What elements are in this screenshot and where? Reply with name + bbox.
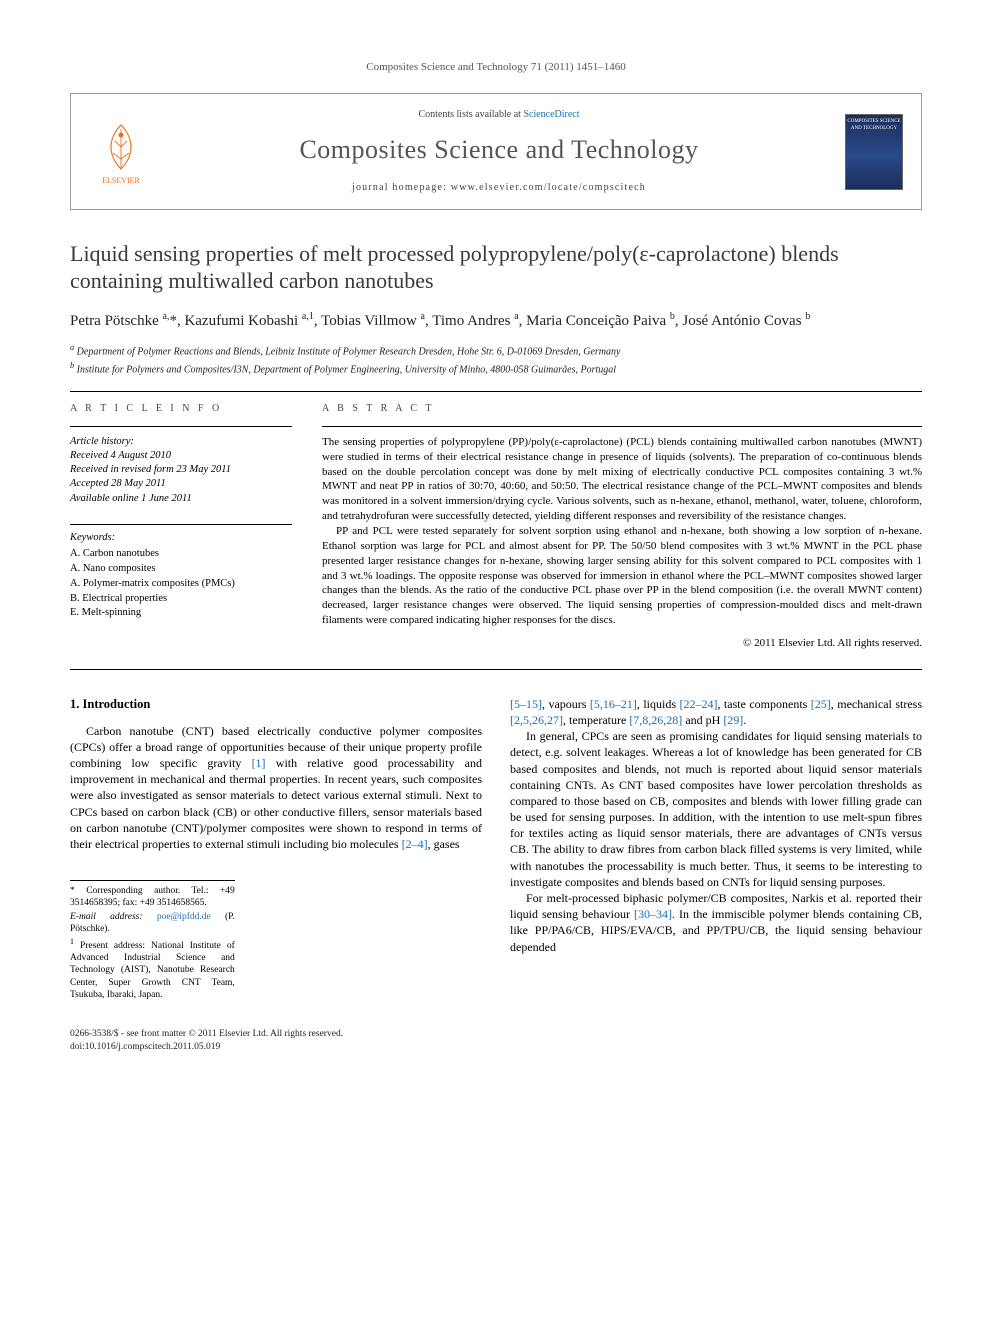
- divider: [70, 391, 922, 392]
- body-column-right: [5–15], vapours [5,16–21], liquids [22–2…: [510, 696, 922, 1003]
- author-list: Petra Pötschke a,*, Kazufumi Kobashi a,1…: [70, 309, 922, 333]
- footer-front-matter: 0266-3538/$ - see front matter © 2011 El…: [70, 1028, 922, 1040]
- affiliation-a: a Department of Polymer Reactions and Bl…: [70, 342, 922, 359]
- keywords-head: Keywords:: [70, 531, 292, 546]
- abstract-copyright: © 2011 Elsevier Ltd. All rights reserved…: [322, 636, 922, 651]
- citation-link[interactable]: [7,8,26,28]: [629, 713, 682, 727]
- contents-lists-line: Contents lists available at ScienceDirec…: [171, 108, 827, 122]
- sciencedirect-link[interactable]: ScienceDirect: [523, 109, 579, 120]
- article-title: Liquid sensing properties of melt proces…: [70, 240, 922, 295]
- body-column-left: 1. Introduction Carbon nanotube (CNT) ba…: [70, 696, 482, 1003]
- history-accepted: Accepted 28 May 2011: [70, 477, 292, 491]
- history-online: Available online 1 June 2011: [70, 492, 292, 506]
- keywords-block: Keywords: A. Carbon nanotubes A. Nano co…: [70, 531, 292, 621]
- elsevier-logo: ELSEVIER: [89, 117, 153, 187]
- article-history: Article history: Received 4 August 2010 …: [70, 435, 292, 506]
- journal-header: ELSEVIER Contents lists available at Sci…: [70, 93, 922, 209]
- abstract-p2: PP and PCL were tested separately for so…: [322, 524, 922, 628]
- journal-homepage-line: journal homepage: www.elsevier.com/locat…: [171, 181, 827, 195]
- article-info-label: A R T I C L E I N F O: [70, 402, 292, 416]
- footnote-corresponding: * Corresponding author. Tel.: +49 351465…: [70, 885, 235, 910]
- abstract-text: The sensing properties of polypropylene …: [322, 435, 922, 651]
- citation-link[interactable]: [1]: [252, 756, 266, 770]
- article-info-row: A R T I C L E I N F O Article history: R…: [70, 402, 922, 651]
- keyword-item: A. Polymer-matrix composites (PMCs): [70, 577, 292, 592]
- history-received: Received 4 August 2010: [70, 449, 292, 463]
- keyword-item: A. Nano composites: [70, 562, 292, 577]
- citation-link[interactable]: [25]: [811, 697, 831, 711]
- contents-label: Contents lists available at: [418, 109, 523, 120]
- citation-link[interactable]: [2,5,26,27]: [510, 713, 563, 727]
- journal-title: Composites Science and Technology: [171, 132, 827, 168]
- citation-link[interactable]: [5–15]: [510, 697, 542, 711]
- keyword-item: B. Electrical properties: [70, 592, 292, 607]
- body-paragraph: Carbon nanotube (CNT) based electrically…: [70, 723, 482, 853]
- keyword-item: E. Melt-spinning: [70, 606, 292, 621]
- running-head: Composites Science and Technology 71 (20…: [70, 60, 922, 75]
- journal-cover-thumbnail: COMPOSITES SCIENCE AND TECHNOLOGY: [845, 114, 903, 190]
- history-revised: Received in revised form 23 May 2011: [70, 463, 292, 477]
- body-paragraph: For melt-processed biphasic polymer/CB c…: [510, 890, 922, 955]
- footnote-present-address: 1 Present address: National Institute of…: [70, 937, 235, 1002]
- footer-doi: doi:10.1016/j.compscitech.2011.05.019: [70, 1041, 922, 1053]
- citation-link[interactable]: [30–34]: [634, 907, 672, 921]
- footnote-email: E-mail address: poe@ipfdd.de (P. Pötschk…: [70, 911, 235, 936]
- body-paragraph: In general, CPCs are seen as promising c…: [510, 728, 922, 890]
- body-two-column: 1. Introduction Carbon nanotube (CNT) ba…: [70, 696, 922, 1003]
- citation-link[interactable]: [29]: [723, 713, 743, 727]
- history-head: Article history:: [70, 435, 292, 449]
- cover-text: COMPOSITES SCIENCE AND TECHNOLOGY: [846, 118, 902, 132]
- footnotes: * Corresponding author. Tel.: +49 351465…: [70, 880, 235, 1001]
- elsevier-label: ELSEVIER: [102, 175, 140, 186]
- affiliations: a Department of Polymer Reactions and Bl…: [70, 342, 922, 377]
- citation-link[interactable]: [2–4]: [402, 837, 428, 851]
- section-heading-intro: 1. Introduction: [70, 696, 482, 713]
- divider: [70, 669, 922, 670]
- citation-link[interactable]: [22–24]: [679, 697, 717, 711]
- elsevier-tree-icon: [97, 121, 145, 173]
- abstract-p1: The sensing properties of polypropylene …: [322, 435, 922, 524]
- abstract-label: A B S T R A C T: [322, 402, 922, 416]
- affiliation-b: b Institute for Polymers and Composites/…: [70, 360, 922, 377]
- body-paragraph: [5–15], vapours [5,16–21], liquids [22–2…: [510, 696, 922, 728]
- citation-link[interactable]: [5,16–21]: [590, 697, 637, 711]
- email-link[interactable]: poe@ipfdd.de: [157, 912, 211, 922]
- page-footer: 0266-3538/$ - see front matter © 2011 El…: [70, 1028, 922, 1053]
- keyword-item: A. Carbon nanotubes: [70, 547, 292, 562]
